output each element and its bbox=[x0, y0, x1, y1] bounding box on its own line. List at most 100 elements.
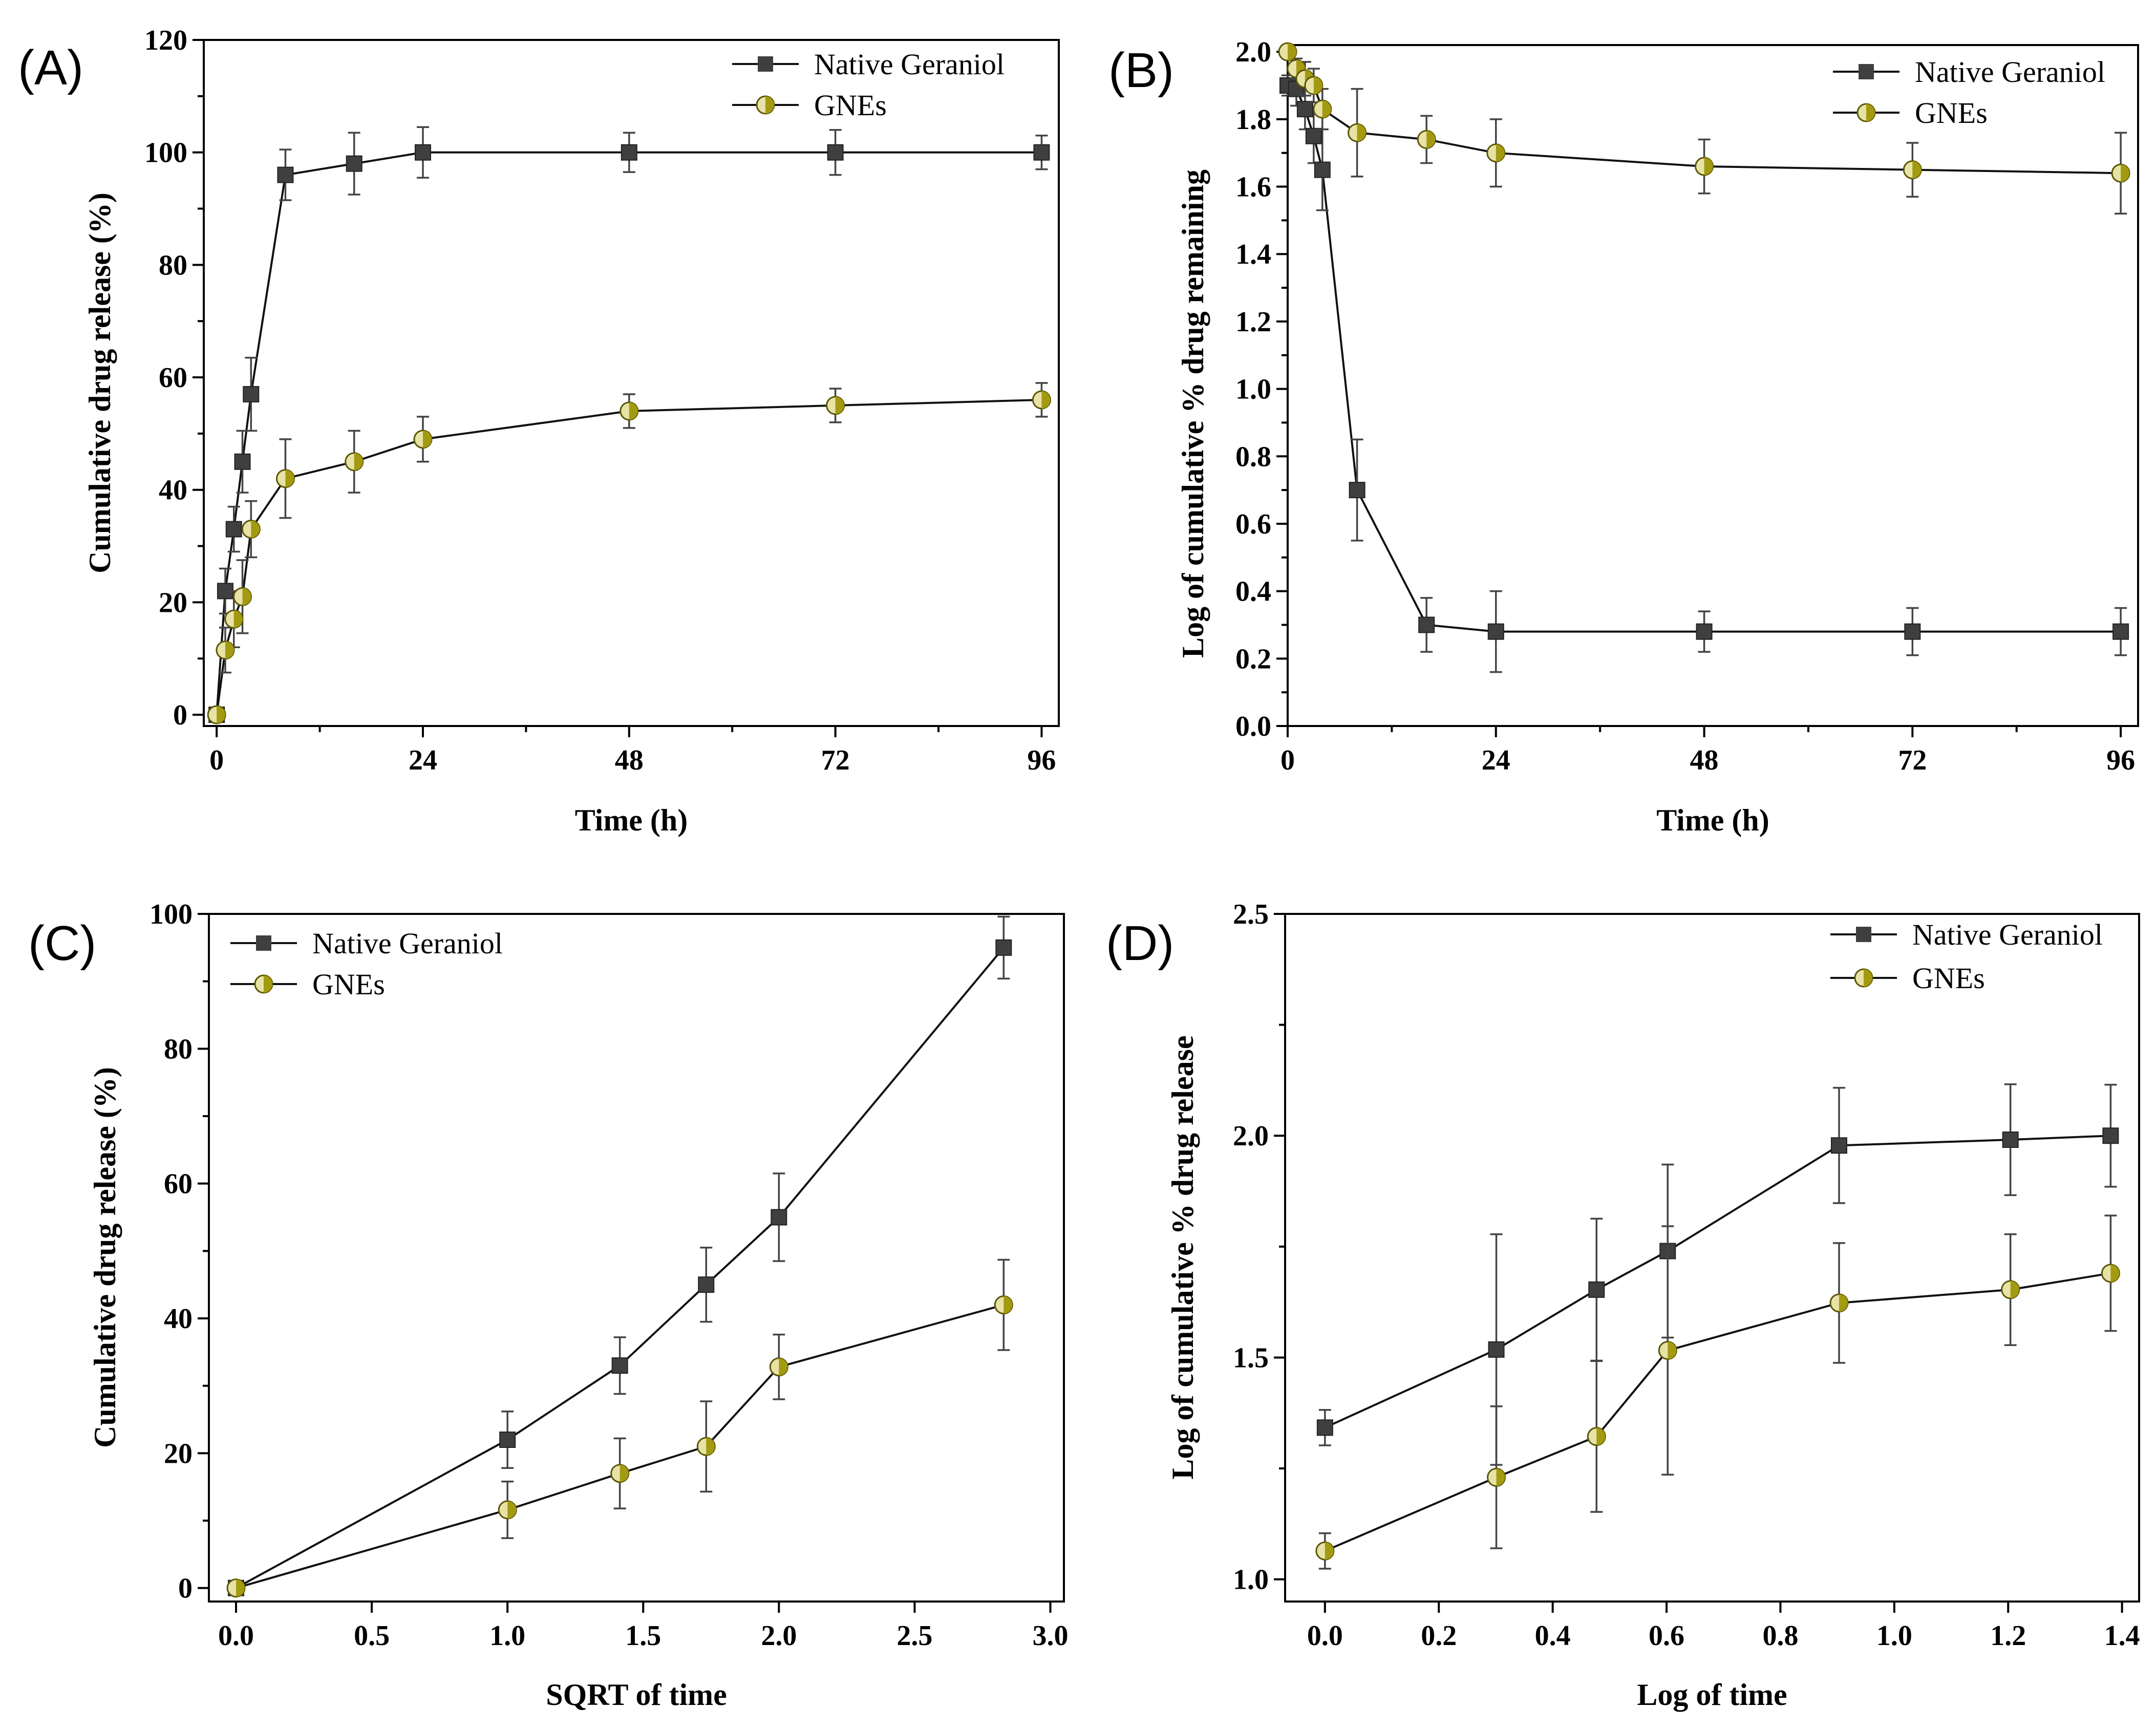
data-point-native-geraniol bbox=[1316, 1419, 1333, 1436]
panel-c: (C) 0.0 0.5 1.0 1.5 2.0 2.5 3.0 0 20 40 60 80 100 SQRT… bbox=[28, 899, 1068, 1712]
data-point-gnes bbox=[498, 1500, 517, 1520]
data-point-gnes bbox=[1829, 1293, 1849, 1313]
panel-label: (A) bbox=[18, 40, 83, 95]
y-tick-label: 20 bbox=[159, 587, 187, 618]
x-tick-label: 0.8 bbox=[1762, 1620, 1798, 1652]
data-point-gnes bbox=[1487, 1467, 1506, 1487]
x-tick-label: 0.5 bbox=[354, 1620, 390, 1652]
panel-a: (A) 0 24 48 72 96 0 20 40 60 80 100 120 Time (h) Cumul… bbox=[18, 25, 1060, 837]
x-tick-label: 0.6 bbox=[1649, 1620, 1684, 1652]
data-point-native-geraniol bbox=[414, 144, 431, 161]
y-axis-title: Log of cumulative % drug release bbox=[1166, 1035, 1200, 1479]
marker-half bbox=[1704, 158, 1713, 176]
data-point-native-geraniol bbox=[611, 1357, 628, 1374]
plot-frame bbox=[208, 913, 1065, 1603]
y-tick-label: 0.2 bbox=[1235, 643, 1271, 675]
x-tick-label: 1.5 bbox=[625, 1620, 661, 1652]
data-point-native-geraniol bbox=[1033, 144, 1050, 161]
data-point-gnes bbox=[233, 587, 252, 606]
marker-half bbox=[1596, 1427, 1606, 1445]
x-axis-title: Time (h) bbox=[1656, 803, 1769, 837]
marker-half bbox=[2110, 1264, 2120, 1282]
x-tick-label: 0 bbox=[209, 744, 224, 776]
data-point-gnes bbox=[1313, 99, 1332, 119]
marker-half bbox=[1357, 124, 1366, 142]
series-gnes bbox=[226, 1258, 1013, 1598]
data-point-native-geraniol bbox=[234, 453, 251, 470]
x-tick-label: 72 bbox=[1898, 744, 1927, 776]
x-tick-label: 48 bbox=[1690, 744, 1719, 776]
legend-marker-gnes bbox=[254, 974, 273, 994]
data-point-native-geraniol bbox=[1314, 161, 1331, 178]
y-tick-label: 0 bbox=[173, 699, 187, 731]
data-point-gnes bbox=[1903, 160, 1922, 180]
data-point-gnes bbox=[994, 1295, 1013, 1315]
marker-half bbox=[1322, 100, 1331, 118]
data-point-native-geraniol bbox=[499, 1432, 516, 1448]
marker-half bbox=[2121, 164, 2130, 182]
data-point-gnes bbox=[345, 452, 364, 472]
marker-half bbox=[1839, 1294, 1848, 1312]
x-tick-label: 96 bbox=[1027, 744, 1056, 776]
marker-half bbox=[2010, 1280, 2019, 1298]
y-tick-label: 1.6 bbox=[1235, 172, 1271, 203]
data-point-native-geraniol bbox=[771, 1209, 787, 1226]
data-point-native-geraniol bbox=[2002, 1132, 2019, 1148]
legend-label: GNEs bbox=[1915, 96, 1988, 130]
data-point-native-geraniol bbox=[1830, 1137, 1847, 1154]
marker-half bbox=[233, 610, 243, 628]
series-line bbox=[236, 947, 1005, 1589]
marker-half bbox=[620, 1464, 629, 1482]
marker-half bbox=[1041, 391, 1051, 409]
data-point-gnes bbox=[769, 1357, 788, 1377]
panel-label: (C) bbox=[28, 916, 96, 971]
legend-marker-native-geraniol bbox=[256, 935, 271, 951]
x-axis-title: Log of time bbox=[1637, 1678, 1787, 1712]
data-point-native-geraniol bbox=[698, 1276, 715, 1293]
y-axis-title: Cumulative drug release (%) bbox=[83, 193, 117, 573]
y-tick-label: 80 bbox=[164, 1033, 193, 1065]
plot-frame bbox=[203, 39, 1060, 727]
data-point-native-geraniol bbox=[1696, 623, 1713, 640]
data-point-native-geraniol bbox=[1349, 482, 1365, 499]
marker-half bbox=[779, 1358, 788, 1376]
marker-half bbox=[1288, 43, 1296, 61]
legend-label: Native Geraniol bbox=[814, 48, 1005, 81]
x-tick-label: 0.0 bbox=[1307, 1620, 1343, 1652]
legend-marker-half bbox=[1864, 969, 1872, 987]
y-tick-label: 60 bbox=[164, 1168, 193, 1200]
y-axis-title: Cumulative drug release (%) bbox=[88, 1067, 122, 1448]
panel-d: (D) 0.0 0.2 0.4 0.6 0.8 1.0 1.2 1.4 1.0 1.5 2.0 2.5 L… bbox=[1106, 899, 2140, 1712]
marker-half bbox=[1668, 1341, 1677, 1359]
data-point-native-geraniol bbox=[1418, 616, 1435, 633]
x-tick-label: 0.0 bbox=[218, 1620, 254, 1652]
y-tick-label: 2.0 bbox=[1235, 36, 1271, 68]
x-tick-label: 1.0 bbox=[1876, 1620, 1912, 1652]
x-tick-label: 2.0 bbox=[761, 1620, 797, 1652]
legend: Native Geraniol GNEs bbox=[1830, 918, 2103, 995]
x-tick-label: 2.5 bbox=[896, 1620, 932, 1652]
data-point-gnes bbox=[696, 1437, 716, 1456]
marker-half bbox=[835, 396, 844, 414]
y-tick-label: 1.4 bbox=[1235, 239, 1271, 270]
data-point-native-geraniol bbox=[1305, 127, 1322, 144]
legend: Native Geraniol GNEs bbox=[230, 927, 503, 1001]
data-point-gnes bbox=[1032, 390, 1051, 410]
y-tick-label: 0.4 bbox=[1235, 576, 1271, 608]
y-tick-label: 40 bbox=[164, 1303, 193, 1335]
y-tick-label: 1.8 bbox=[1235, 104, 1271, 136]
data-point-gnes bbox=[1587, 1427, 1606, 1446]
data-point-gnes bbox=[413, 430, 433, 449]
data-point-gnes bbox=[1417, 130, 1436, 149]
panel-b: (B) 0 24 48 72 96 0.0 0.2 0.4 0.6 0.8 1.0 1.2 1.4 1.6 1… bbox=[1108, 36, 2139, 837]
data-point-native-geraniol bbox=[995, 939, 1012, 956]
y-axis-title: Log of cumulative % drug remaining bbox=[1176, 169, 1210, 658]
panel-label: (D) bbox=[1106, 916, 1174, 971]
marker-half bbox=[1496, 144, 1505, 162]
y-tick-label: 100 bbox=[144, 137, 187, 169]
legend-label: Native Geraniol bbox=[312, 927, 503, 960]
data-point-native-geraniol bbox=[1904, 623, 1921, 640]
y-tick-label: 2.5 bbox=[1233, 899, 1269, 930]
legend-marker-native-geraniol bbox=[1859, 64, 1874, 79]
legend-marker-half bbox=[1866, 104, 1875, 121]
